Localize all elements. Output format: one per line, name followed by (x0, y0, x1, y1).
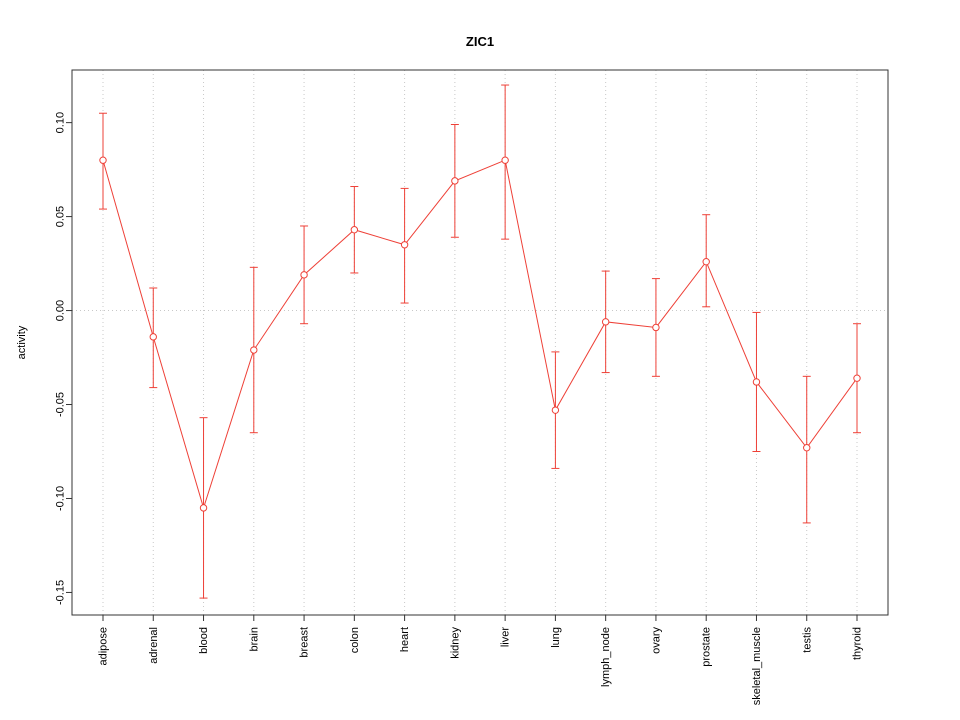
data-point (752, 378, 761, 386)
y-tick-label: 0.10 (55, 112, 67, 133)
data-point (149, 333, 157, 341)
series-line (102, 159, 858, 510)
data-point (451, 177, 459, 185)
data-point (99, 156, 107, 164)
data-point (853, 374, 861, 382)
data-point (350, 226, 359, 234)
x-tick-label: skeletal_muscle (751, 627, 763, 705)
x-tick-label: prostate (701, 627, 713, 667)
data-point (400, 241, 409, 249)
x-tick-label: lung (550, 627, 562, 648)
x-tick-label: heart (399, 627, 411, 652)
x-tick-label: colon (349, 627, 361, 653)
data-point (501, 156, 509, 164)
plot-border (71, 69, 889, 616)
x-tick-label: kidney (449, 627, 461, 659)
data-point (601, 318, 610, 326)
data-point (652, 323, 660, 332)
x-tick-label: testis (801, 627, 813, 653)
y-axis-label: activity (16, 325, 28, 359)
data-point (199, 504, 208, 512)
data-point (702, 257, 710, 266)
data-point (250, 346, 258, 354)
chart-title: ZIC1 (466, 34, 494, 49)
y-tick-label: -0.05 (55, 392, 67, 417)
x-tick-label: lymph_node (600, 627, 612, 687)
x-tick-label: adipose (98, 627, 110, 666)
x-tick-label: liver (500, 627, 512, 648)
x-tick-label: thyroid (852, 627, 864, 660)
x-tick-label: brain (248, 627, 260, 651)
y-tick-label: 0.00 (55, 300, 67, 321)
y-tick-label: 0.05 (55, 206, 67, 227)
data-point (551, 406, 560, 414)
x-tick-label: adrenal (148, 627, 160, 664)
y-tick-label: -0.10 (55, 486, 67, 511)
x-tick-label: breast (299, 627, 311, 658)
x-tick-label: blood (198, 627, 210, 654)
data-point (803, 444, 811, 452)
data-point (300, 271, 308, 279)
x-tick-label: ovary (650, 627, 662, 654)
y-tick-label: -0.15 (55, 580, 67, 605)
